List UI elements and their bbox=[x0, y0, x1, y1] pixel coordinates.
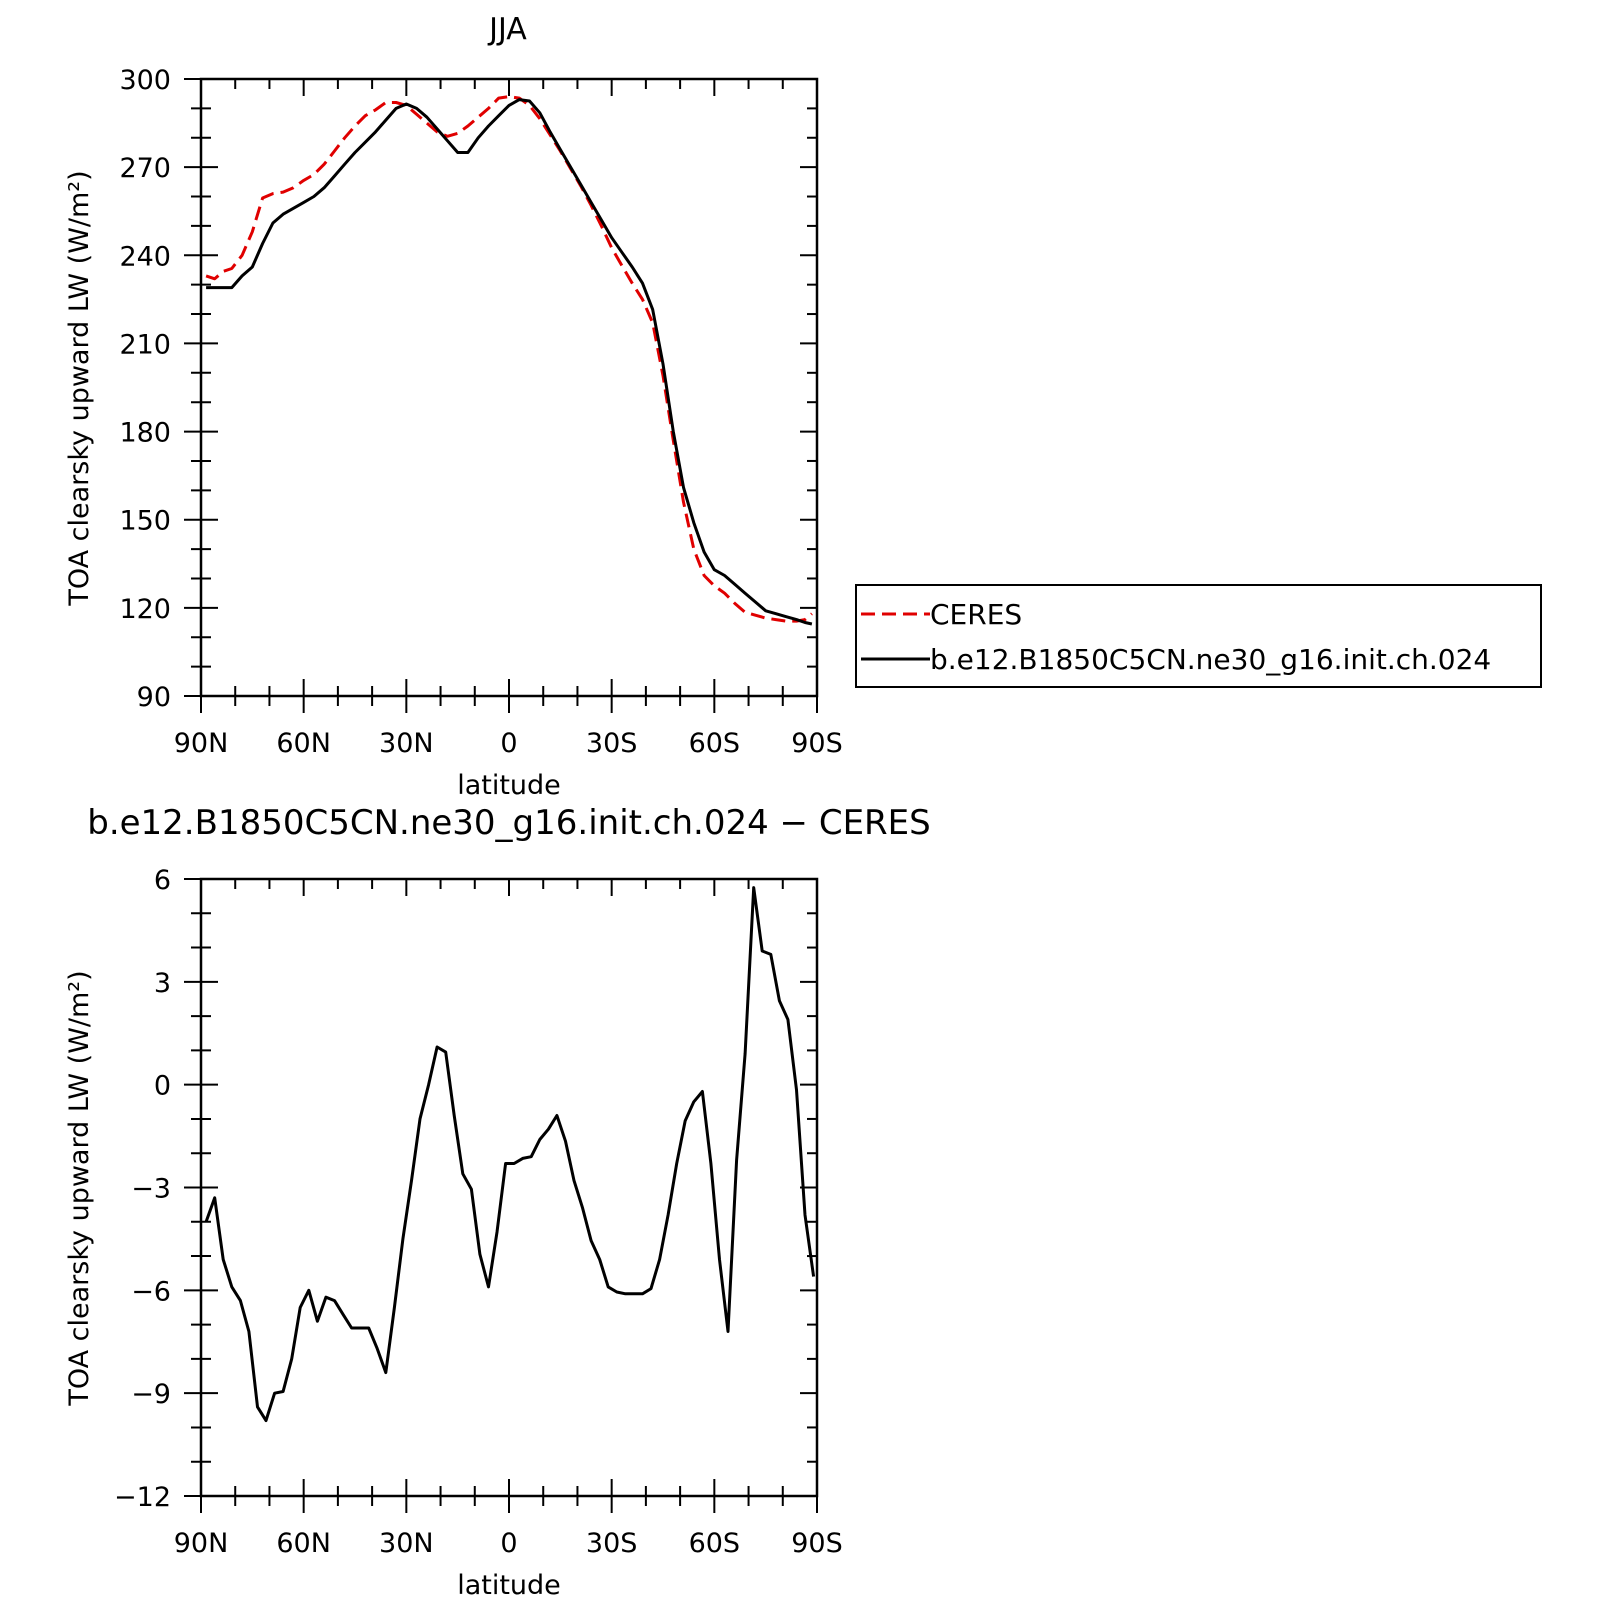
top-y-axis-label: TOA clearsky upward LW (W/m²) bbox=[64, 170, 95, 606]
x-tick-label: 90N bbox=[174, 728, 229, 759]
top-x-tick-labels: 90N 60N 30N 0 30S 60S 90S bbox=[174, 728, 843, 759]
x-tick-label: 90N bbox=[174, 1528, 229, 1559]
bottom-series-lines bbox=[204, 886, 816, 1423]
top-panel: JJA 90N 60N 30N 0 30S 60S 90S 90 120 150 180 210 24… bbox=[64, 12, 843, 801]
y-tick-label: 240 bbox=[119, 241, 171, 272]
y-tick-label: −6 bbox=[131, 1276, 171, 1307]
top-x-axis-label: latitude bbox=[457, 770, 561, 801]
x-tick-label: 30N bbox=[379, 1528, 434, 1559]
top-y-tick-labels: 90 120 150 180 210 240 270 300 bbox=[119, 65, 171, 713]
bottom-panel: b.e12.B1850C5CN.ne30_g16.init.ch.024 − C… bbox=[64, 803, 931, 1601]
top-series-lines bbox=[205, 95, 813, 626]
bottom-plot-frame bbox=[199, 877, 819, 1498]
top-axis-ticks bbox=[184, 78, 818, 713]
y-tick-label: 270 bbox=[119, 153, 171, 184]
series-line-ceres bbox=[205, 95, 813, 623]
series-line-b-e12-b1850c5cn-ne30-g16-init-ch-024 bbox=[206, 98, 813, 626]
top-title: JJA bbox=[487, 12, 527, 47]
y-tick-label: 6 bbox=[154, 865, 171, 896]
bottom-title: b.e12.B1850C5CN.ne30_g16.init.ch.024 − C… bbox=[87, 803, 931, 843]
top-plot-frame bbox=[199, 77, 819, 698]
y-tick-label: 0 bbox=[154, 1071, 171, 1102]
y-tick-label: 120 bbox=[119, 594, 171, 625]
x-tick-label: 60S bbox=[689, 728, 741, 759]
bottom-x-tick-labels: 90N 60N 30N 0 30S 60S 90S bbox=[174, 1528, 843, 1559]
legend-label-ceres: CERES bbox=[930, 598, 1022, 631]
legend: CERES b.e12.B1850C5CN.ne30_g16.init.ch.0… bbox=[855, 584, 1542, 688]
y-tick-label: 150 bbox=[119, 506, 171, 537]
bottom-y-axis-label: TOA clearsky upward LW (W/m²) bbox=[64, 970, 95, 1406]
y-tick-label: −12 bbox=[114, 1482, 171, 1513]
x-tick-label: 0 bbox=[500, 728, 517, 759]
y-tick-label: 210 bbox=[119, 329, 171, 360]
x-tick-label: 60N bbox=[276, 1528, 331, 1559]
y-tick-label: 90 bbox=[137, 682, 171, 713]
x-tick-label: 60S bbox=[689, 1528, 741, 1559]
legend-box bbox=[855, 584, 1542, 688]
x-tick-label: 30S bbox=[586, 728, 638, 759]
bottom-y-tick-labels: −12 −9 −6 −3 0 3 6 bbox=[114, 865, 171, 1513]
y-tick-label: 300 bbox=[119, 65, 171, 96]
x-tick-label: 90S bbox=[791, 728, 843, 759]
legend-label-model: b.e12.B1850C5CN.ne30_g16.init.ch.024 bbox=[930, 643, 1491, 676]
x-tick-label: 0 bbox=[500, 1528, 517, 1559]
y-tick-label: −9 bbox=[131, 1379, 171, 1410]
x-tick-label: 30S bbox=[586, 1528, 638, 1559]
x-tick-label: 60N bbox=[276, 728, 331, 759]
y-tick-label: 180 bbox=[119, 418, 171, 449]
x-tick-label: 30N bbox=[379, 728, 434, 759]
y-tick-label: 3 bbox=[154, 968, 171, 999]
series-line-diff-0 bbox=[204, 886, 816, 1423]
x-tick-label: 90S bbox=[791, 1528, 843, 1559]
bottom-x-axis-label: latitude bbox=[457, 1570, 561, 1601]
y-tick-label: −3 bbox=[131, 1174, 171, 1205]
